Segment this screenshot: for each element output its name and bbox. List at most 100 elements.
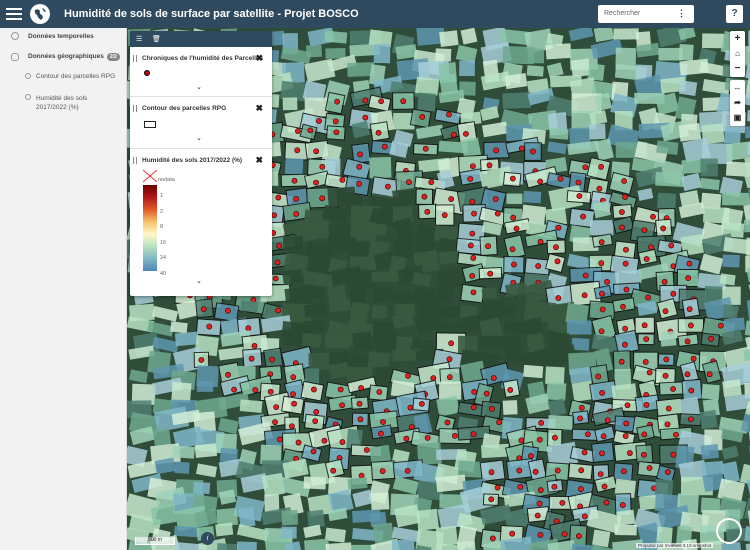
parcel-point[interactable]: [623, 286, 630, 293]
parcel-point[interactable]: [469, 272, 476, 279]
parcel-point[interactable]: [358, 385, 364, 391]
parcel-point[interactable]: [536, 500, 543, 507]
parcel-point[interactable]: [619, 209, 625, 215]
parcel-point[interactable]: [321, 437, 328, 444]
parcel-point[interactable]: [598, 239, 605, 246]
parcel-point[interactable]: [419, 114, 426, 120]
parcel-point[interactable]: [641, 431, 648, 438]
parcel-point[interactable]: [554, 258, 561, 265]
parcel-point[interactable]: [274, 259, 281, 266]
parcel-point[interactable]: [650, 213, 656, 220]
parcel-point[interactable]: [357, 416, 364, 423]
parcel-point[interactable]: [307, 127, 314, 134]
parcel-point[interactable]: [356, 400, 363, 407]
parcel-point[interactable]: [578, 467, 585, 474]
parcel-point[interactable]: [599, 306, 606, 313]
parcel-point[interactable]: [598, 328, 605, 335]
parcel-point[interactable]: [686, 260, 693, 267]
parcel-point[interactable]: [271, 212, 278, 219]
overview-map-toggle[interactable]: [716, 518, 742, 544]
parcel-point[interactable]: [407, 404, 414, 411]
parcel-point[interactable]: [313, 179, 319, 186]
parcel-point[interactable]: [661, 278, 668, 285]
parcel-point[interactable]: [231, 386, 238, 393]
parcel-point[interactable]: [660, 225, 667, 232]
parcel-point[interactable]: [334, 98, 340, 105]
parcel-point[interactable]: [577, 486, 584, 492]
parcel-point[interactable]: [376, 389, 383, 395]
parcel-point[interactable]: [418, 400, 425, 407]
parcel-point[interactable]: [198, 357, 205, 363]
parcel-point[interactable]: [400, 98, 407, 105]
parcel-point[interactable]: [664, 421, 671, 428]
close-icon[interactable]: ✖: [255, 53, 263, 63]
layer-toggle-icon[interactable]: [25, 94, 31, 100]
parcel-point[interactable]: [469, 198, 476, 205]
parcel-point[interactable]: [356, 180, 362, 187]
parcel-point[interactable]: [422, 145, 429, 152]
parcel-point[interactable]: [576, 193, 583, 199]
parcel-point[interactable]: [356, 163, 363, 170]
parcel-point[interactable]: [471, 210, 477, 217]
parcel-point[interactable]: [470, 431, 477, 438]
parcel-point[interactable]: [595, 373, 602, 380]
parcel-point[interactable]: [269, 356, 275, 363]
parcel-point[interactable]: [225, 307, 231, 314]
parcel-point[interactable]: [621, 178, 627, 184]
parcel-point[interactable]: [599, 389, 606, 396]
parcel-point[interactable]: [619, 502, 626, 508]
parcel-point[interactable]: [717, 322, 724, 329]
parcel-point[interactable]: [670, 386, 676, 392]
parcel-point[interactable]: [646, 369, 653, 376]
layer-item-rpg[interactable]: Contour des parcelles RPG ✖ ⌄: [130, 97, 272, 149]
parcel-point[interactable]: [670, 290, 677, 297]
parcel-point[interactable]: [252, 387, 259, 393]
parcel-point[interactable]: [490, 375, 497, 381]
share-icon[interactable]: ➦: [734, 98, 741, 107]
parcel-point[interactable]: [622, 194, 628, 200]
parcel-point[interactable]: [403, 435, 410, 442]
parcel-point[interactable]: [622, 260, 629, 267]
parcel-point[interactable]: [577, 415, 584, 422]
parcel-point[interactable]: [686, 306, 693, 312]
parcel-point[interactable]: [534, 512, 541, 519]
chevron-down-icon[interactable]: ⌄: [196, 135, 202, 142]
parcel-point[interactable]: [673, 431, 679, 438]
parcel-point[interactable]: [313, 148, 320, 155]
parcel-point[interactable]: [538, 419, 545, 426]
parcel-point[interactable]: [622, 341, 628, 348]
parcel-point[interactable]: [662, 372, 669, 379]
info-button[interactable]: i: [201, 532, 214, 545]
parcel-point[interactable]: [273, 404, 280, 411]
parcel-point[interactable]: [596, 185, 603, 192]
parcel-point[interactable]: [581, 513, 588, 520]
parcel-point[interactable]: [621, 468, 627, 475]
parcel-point[interactable]: [275, 307, 282, 314]
parcel-point[interactable]: [310, 448, 317, 455]
layer-toggle-icon[interactable]: [25, 73, 31, 79]
parcel-point[interactable]: [559, 499, 566, 506]
parcel-point[interactable]: [470, 255, 477, 261]
parcel-point[interactable]: [618, 358, 625, 365]
close-icon[interactable]: ✖: [255, 103, 263, 113]
parcel-point[interactable]: [406, 179, 412, 185]
parcel-point[interactable]: [494, 484, 501, 491]
parcel-point[interactable]: [384, 183, 391, 190]
parcel-point[interactable]: [428, 179, 435, 186]
parcel-point[interactable]: [469, 163, 476, 170]
parcel-point[interactable]: [580, 213, 586, 220]
parcel-point[interactable]: [642, 359, 649, 365]
drag-handle-icon[interactable]: [133, 105, 137, 112]
measure-icon[interactable]: ↔: [733, 83, 742, 92]
sidebar-item-temporal[interactable]: Données temporelles: [28, 33, 94, 40]
parcel-point[interactable]: [330, 467, 337, 474]
parcel-point[interactable]: [319, 195, 326, 202]
zoom-out-button[interactable]: −: [734, 63, 741, 74]
drag-handle-icon[interactable]: [133, 157, 137, 164]
parcel-point[interactable]: [441, 212, 448, 219]
parcel-point[interactable]: [561, 531, 568, 537]
parcel-point[interactable]: [690, 355, 697, 362]
parcel-point[interactable]: [293, 211, 300, 217]
parcel-point[interactable]: [516, 467, 523, 474]
parcel-point[interactable]: [487, 270, 494, 277]
